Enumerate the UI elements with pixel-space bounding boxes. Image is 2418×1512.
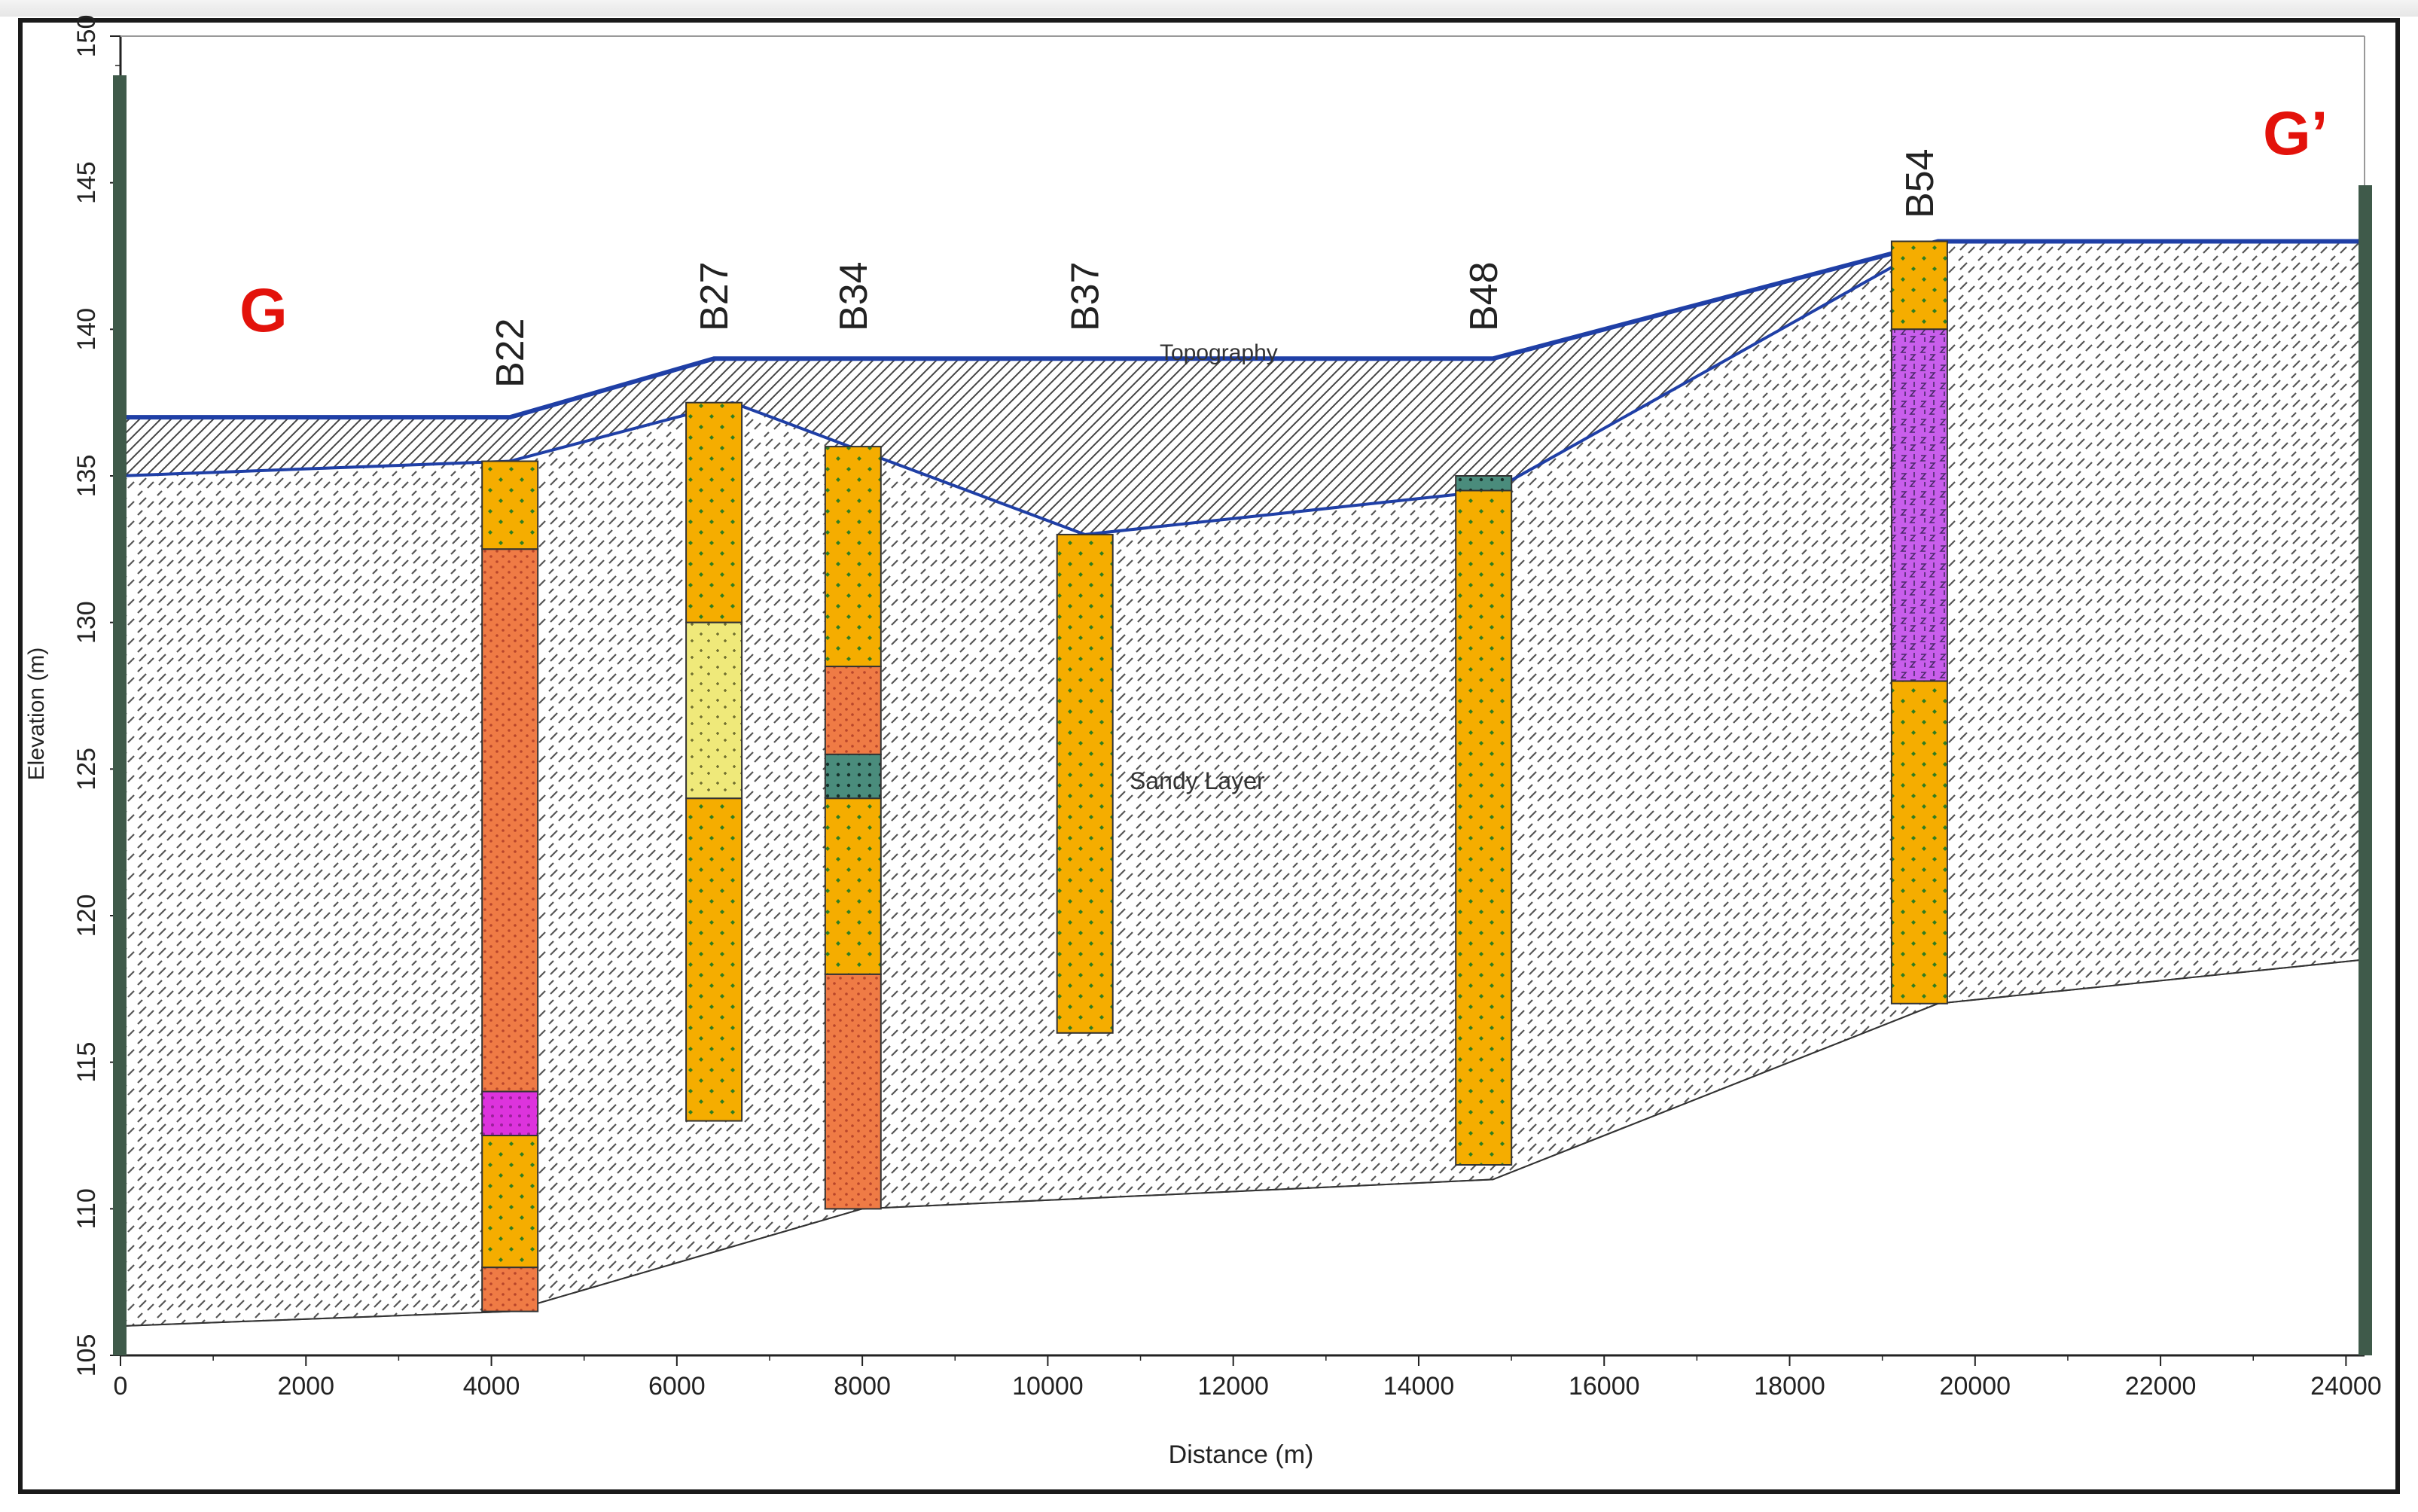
x-axis-label: Distance (m) xyxy=(1169,1440,1314,1469)
borehole-label: B22 xyxy=(489,318,532,388)
borehole-layer-gravelly-sand xyxy=(481,460,539,550)
borehole-layer-clayey-sand xyxy=(824,666,882,755)
end-label-g-prime: G’ xyxy=(2263,99,2328,168)
borehole-label: B27 xyxy=(693,261,736,331)
borehole-layer-teal-layer xyxy=(824,753,882,800)
y-tick-label: 140 xyxy=(72,308,101,351)
borehole-layer-clayey-sand xyxy=(481,548,539,1093)
borehole-b37: B37 xyxy=(1056,261,1114,1034)
x-tick-label: 4000 xyxy=(463,1372,520,1401)
borehole-layer-clayey-sand xyxy=(481,1267,539,1312)
start-label-g: G xyxy=(239,276,288,345)
borehole-layer-gravelly-sand xyxy=(685,401,743,623)
x-tick-label: 12000 xyxy=(1197,1372,1269,1401)
y-tick-label: 120 xyxy=(72,895,101,937)
borehole-layer-gravelly-sand xyxy=(1890,680,1948,1004)
y-tick-label: 150 xyxy=(72,15,101,58)
borehole-layer-gravelly-sand xyxy=(824,446,882,668)
axes-group: 105 110 115 120 125 130 135 140 145 150 0 2000 4000 6… xyxy=(72,15,2382,1401)
x-tick-label: 24000 xyxy=(2310,1372,2382,1401)
borehole-layer-gravelly-sand xyxy=(685,797,743,1122)
y-tick-label: 145 xyxy=(72,161,101,204)
borehole-layer-gravelly-sand xyxy=(1455,489,1513,1166)
x-tick-label: 16000 xyxy=(1569,1372,1640,1401)
borehole-layer-silt-yellow xyxy=(685,621,743,800)
borehole-label: B37 xyxy=(1064,261,1108,331)
sandy-layer-annotation: Sandy Layer xyxy=(1130,767,1265,794)
borehole-layer-teal-layer xyxy=(1455,475,1513,492)
y-tick-label: 135 xyxy=(72,455,101,498)
borehole-b54: B54 xyxy=(1890,148,1948,1004)
left-end-post xyxy=(113,75,127,1355)
x-tick-label: 18000 xyxy=(1754,1372,1825,1401)
borehole-group: B22 B27 B34 B37 B48 B54 xyxy=(481,148,1948,1312)
borehole-layer-gravelly-sand xyxy=(824,797,882,975)
borehole-b27: B27 xyxy=(685,261,743,1122)
borehole-layer-magenta-band xyxy=(481,1090,539,1136)
borehole-label: B48 xyxy=(1462,261,1506,331)
x-tick-label: 6000 xyxy=(648,1372,706,1401)
y-tick-label: 130 xyxy=(72,601,101,644)
borehole-b34: B34 xyxy=(824,261,882,1210)
window-top-strip xyxy=(0,0,2418,17)
x-tick-label: 10000 xyxy=(1012,1372,1084,1401)
borehole-b22: B22 xyxy=(481,318,539,1312)
y-tick-label: 110 xyxy=(72,1188,101,1229)
x-tick-label: 0 xyxy=(114,1372,128,1401)
borehole-layer-gravelly-sand xyxy=(1056,533,1114,1034)
x-tick-label: 8000 xyxy=(834,1372,891,1401)
x-tick-label: 22000 xyxy=(2125,1372,2197,1401)
borehole-label: B34 xyxy=(832,261,876,331)
y-tick-label: 115 xyxy=(72,1042,101,1083)
x-tick-label: 14000 xyxy=(1383,1372,1455,1401)
lower-unit-base-line xyxy=(120,959,2365,1328)
borehole-layer-gravelly-sand xyxy=(481,1135,539,1269)
y-tick-label: 125 xyxy=(72,748,101,791)
borehole-label: B54 xyxy=(1898,148,1942,218)
borehole-layer-clayey-sand xyxy=(824,973,882,1210)
borehole-layer-gravelly-sand xyxy=(1890,240,1948,331)
x-tick-label: 2000 xyxy=(277,1372,334,1401)
topography-annotation: Topography xyxy=(1160,340,1278,365)
y-axis-label: Elevation (m) xyxy=(24,648,49,781)
x-tick-label: 20000 xyxy=(1940,1372,2011,1401)
borehole-layer-purple-clay xyxy=(1890,328,1948,682)
y-tick-label: 105 xyxy=(72,1334,101,1377)
borehole-b48: B48 xyxy=(1455,261,1513,1166)
right-end-post xyxy=(2359,185,2372,1355)
